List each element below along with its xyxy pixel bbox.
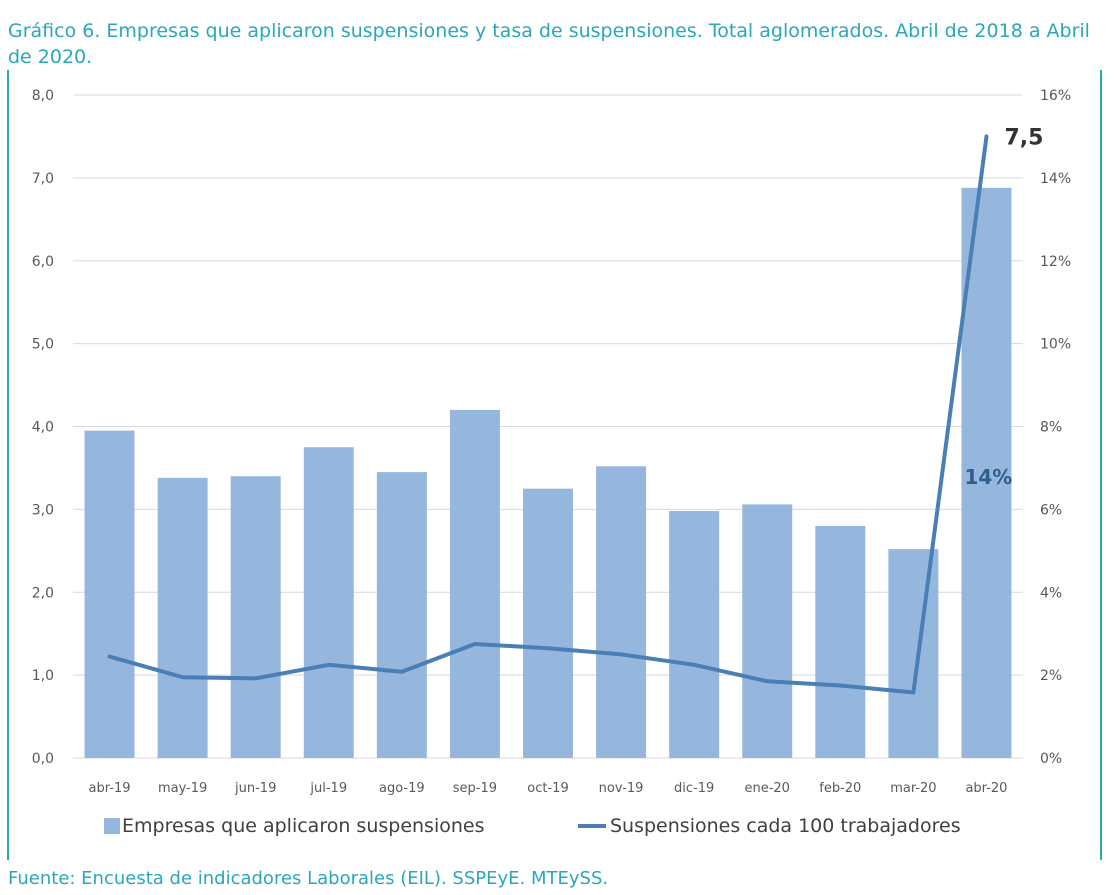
- legend-label-bar: Empresas que aplicaron suspensiones: [122, 815, 484, 837]
- y-right-tick-label: 14%: [1040, 171, 1071, 187]
- bar: [230, 476, 281, 758]
- bar: [961, 187, 1012, 758]
- x-tick-label: feb-20: [819, 781, 861, 796]
- bar: [815, 525, 866, 758]
- y-left-tick-label: 4,0: [32, 420, 54, 436]
- annotation-line-last: 7,5: [1004, 125, 1043, 150]
- x-tick-label: ago-19: [379, 781, 425, 796]
- y-right-tick-label: 12%: [1040, 254, 1071, 270]
- bar: [376, 472, 427, 758]
- x-tick-label: ene-20: [744, 781, 789, 796]
- x-tick-label: dic-19: [674, 781, 714, 796]
- annotation-bar-last: 14%: [964, 465, 1012, 489]
- bar: [596, 466, 647, 758]
- y-left-tick-label: 3,0: [32, 502, 54, 518]
- y-right-tick-label: 10%: [1040, 337, 1071, 353]
- x-tick-label: jun-19: [234, 781, 276, 796]
- y-right-tick-labels: 0% 2% 4% 6% 8% 10% 12% 14% 16%: [1040, 88, 1071, 767]
- bar-series: [84, 187, 1012, 758]
- y-left-tick-labels: 0,0 1,0 2,0 3,0 4,0 5,0 6,0 7,0 8,0: [32, 88, 54, 767]
- bar: [84, 430, 135, 758]
- x-tick-label: mar-20: [890, 781, 936, 796]
- frame-right-border: [1100, 70, 1102, 860]
- bar: [303, 447, 354, 758]
- x-tick-label: abr-19: [89, 781, 131, 796]
- y-left-tick-label: 5,0: [32, 337, 54, 353]
- x-tick-label: jul-19: [309, 781, 347, 796]
- x-tick-label: oct-19: [527, 781, 568, 796]
- bar: [157, 477, 208, 758]
- bar: [888, 549, 939, 758]
- y-left-tick-label: 1,0: [32, 668, 54, 684]
- y-left-tick-label: 7,0: [32, 171, 54, 187]
- y-right-tick-label: 16%: [1040, 88, 1071, 104]
- y-right-tick-label: 8%: [1040, 420, 1062, 436]
- y-left-tick-label: 0,0: [32, 751, 54, 767]
- x-tick-label: sep-19: [453, 781, 497, 796]
- y-left-tick-label: 2,0: [32, 585, 54, 601]
- y-right-tick-label: 0%: [1040, 751, 1062, 767]
- y-right-tick-label: 6%: [1040, 502, 1062, 518]
- y-left-tick-label: 8,0: [32, 88, 54, 104]
- source-note: Fuente: Encuesta de indicadores Laborale…: [8, 868, 609, 889]
- y-right-tick-label: 2%: [1040, 668, 1062, 684]
- frame-left-border: [7, 70, 9, 860]
- legend: Empresas que aplicaron suspensiones Suspe…: [104, 815, 961, 837]
- x-tick-labels: abr-19 may-19 jun-19 jul-19 ago-19 sep-19 oct-…: [89, 781, 1008, 796]
- legend-swatch-bar: [104, 818, 120, 834]
- annotations: 7,5 14%: [964, 125, 1043, 489]
- chart-title: Gráfico 6. Empresas que aplicaron suspen…: [8, 20, 1090, 68]
- x-tick-label: nov-19: [599, 781, 644, 796]
- bar: [742, 504, 793, 758]
- x-tick-label: may-19: [158, 781, 207, 796]
- legend-label-line: Suspensiones cada 100 trabajadores: [610, 815, 961, 837]
- x-tick-label: abr-20: [965, 781, 1007, 796]
- bar: [523, 488, 573, 758]
- y-left-tick-label: 6,0: [32, 254, 54, 270]
- line-series: [107, 134, 989, 695]
- bar: [449, 409, 500, 758]
- y-right-tick-label: 4%: [1040, 585, 1062, 601]
- bar: [669, 511, 720, 758]
